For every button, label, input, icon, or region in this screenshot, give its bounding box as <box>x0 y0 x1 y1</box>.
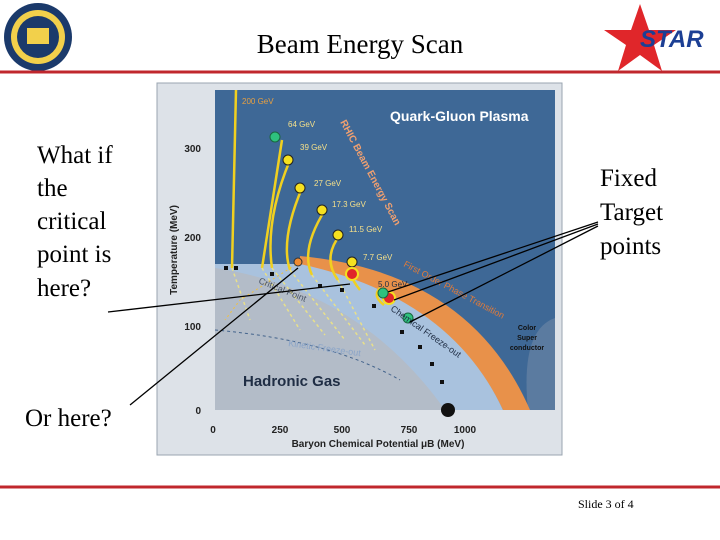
region-label: Super <box>517 335 537 342</box>
slide-number: Slide 3 of 4 <box>578 497 634 511</box>
energy-label: 11.5 GeV <box>349 225 383 234</box>
x-tick-label: 1000 <box>454 425 477 436</box>
y-axis-title: Temperature (MeV) <box>169 205 180 295</box>
note-line: the <box>37 175 68 202</box>
energy-labels: 200 GeV 64 GeV 39 GeV 27 GeV 17.3 GeV 11… <box>242 97 408 289</box>
star-logo: STAR <box>604 4 704 71</box>
x-tick-label: 250 <box>272 425 289 436</box>
csc-region <box>526 318 555 410</box>
hadronic-region <box>215 268 445 410</box>
energy-label: 5.0 GeV <box>378 280 408 289</box>
x-axis-title: Baryon Chemical Potential μB (MeV) <box>292 439 465 450</box>
note-line: Or here? <box>25 405 112 432</box>
phase-diagram: Quark-Gluon Plasma Hadronic Gas Color Su… <box>156 82 563 456</box>
region-label: Color <box>518 325 537 332</box>
critical-point <box>293 257 303 267</box>
note-line: Fixed <box>600 165 657 192</box>
arrow <box>387 221 599 293</box>
fixed-target-point <box>402 312 414 324</box>
y-ticks: 300 200 100 0 <box>184 144 201 417</box>
energy-label: 27 GeV <box>314 179 342 188</box>
nuclear-matter-point <box>441 403 455 417</box>
note-line: point is <box>37 241 111 268</box>
star-point <box>345 267 359 281</box>
x-ticks: 0 250 500 750 1000 <box>210 425 476 436</box>
arrow <box>129 267 299 406</box>
region-label: Hadronic Gas <box>243 373 341 390</box>
x-tick-label: 750 <box>401 425 418 436</box>
x-tick-label: 500 <box>334 425 351 436</box>
logo-text: STAR <box>640 26 704 53</box>
arrows <box>107 221 599 406</box>
region-label: conductor <box>510 345 544 352</box>
energy-label: 39 GeV <box>300 143 328 152</box>
y-tick-label: 200 <box>184 233 201 244</box>
note-line: Target <box>600 199 663 226</box>
fixed-target-note: Fixed Target points <box>600 165 663 260</box>
csc-label: Color Super conductor <box>510 325 544 352</box>
energy-label: 7.7 GeV <box>363 253 393 262</box>
note-line: critical <box>37 208 106 235</box>
fixed-target-point <box>377 287 389 299</box>
note-line: points <box>600 233 661 260</box>
note-line: What if <box>37 142 113 169</box>
freezeout-points <box>224 266 444 384</box>
question-note: What if the critical point is here? <box>37 142 113 302</box>
fixed-target-point <box>269 131 281 143</box>
energy-stars <box>282 154 358 268</box>
university-seal <box>4 3 72 71</box>
x-tick-label: 0 <box>210 425 216 436</box>
energy-label: 17.3 GeV <box>332 200 366 209</box>
y-tick-label: 0 <box>195 406 201 417</box>
energy-label: 200 GeV <box>242 97 274 106</box>
arrow <box>409 225 599 323</box>
crossover-line <box>224 261 301 321</box>
arrow <box>107 283 351 313</box>
y-tick-label: 300 <box>184 144 201 155</box>
y-tick-label: 100 <box>184 322 201 333</box>
note-line: here? <box>37 275 91 302</box>
region-label: Quark-Gluon Plasma <box>390 108 529 124</box>
arrow <box>393 223 599 301</box>
energy-label: 64 GeV <box>288 120 316 129</box>
kinetic-line <box>214 329 401 381</box>
slide-title: Beam Energy Scan <box>257 29 464 59</box>
